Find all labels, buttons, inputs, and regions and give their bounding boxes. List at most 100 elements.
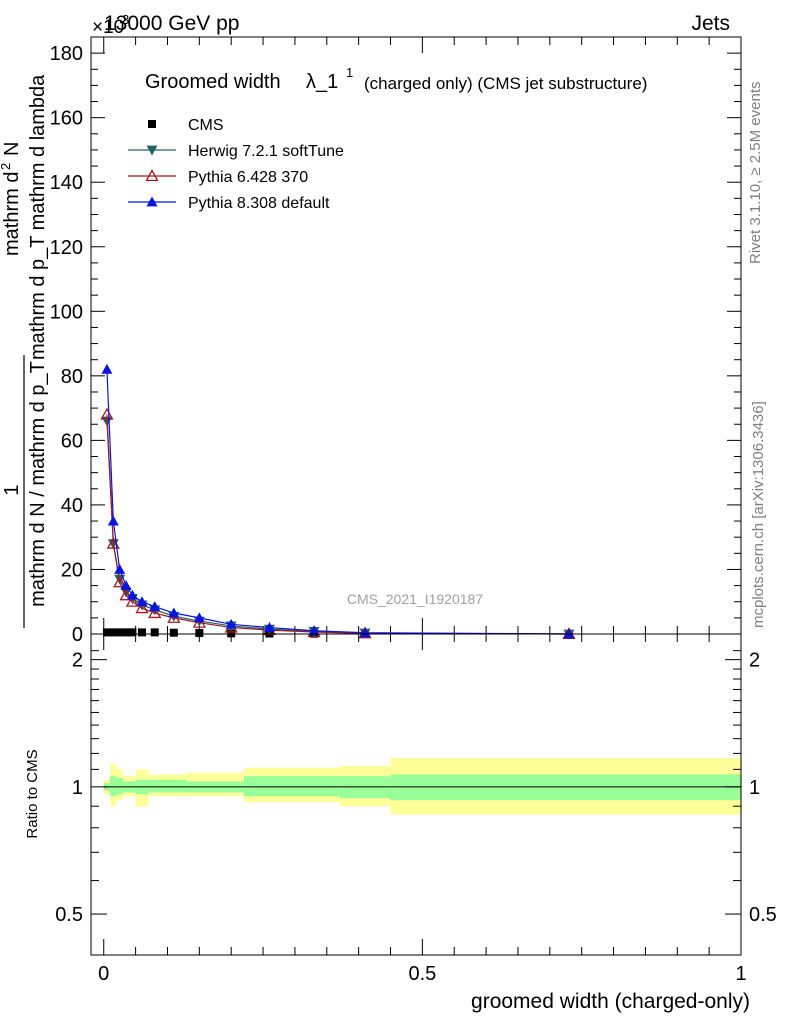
watermark: CMS_2021_I1920187: [347, 591, 483, 607]
ratio-plot-frame: [90, 633, 742, 956]
main-y-tick-label: 0: [72, 624, 83, 646]
data-point: [150, 628, 159, 637]
legend-item: Pythia 6.428 370: [128, 169, 308, 186]
ratio-y-label: Ratio to CMS: [24, 749, 41, 838]
ylabel-den: mathrm d p_T mathrm d lambda: [27, 74, 49, 360]
ratio-inner-band-bin: [243, 776, 340, 797]
ylabel-num-2: N: [1, 142, 23, 156]
ratio-inner-band-bin: [116, 777, 123, 795]
ratio-y-tick-label: 1: [72, 777, 83, 799]
legend-item: Herwig 7.2.1 softTune: [128, 143, 344, 160]
main-x-ticks: [103, 37, 742, 634]
main-plot-panel: 0 20 40 60 80 100 120 140 160 180 CMS_2021_I19201…: [50, 36, 742, 646]
ratio-bands: [103, 758, 741, 815]
y-axis-label: 1 mathrm d N / mathrm d p_T mathrm d 2 N…: [0, 74, 49, 628]
data-point: [126, 589, 138, 600]
data-point: [120, 580, 132, 590]
data-point: [125, 594, 140, 607]
data-point: [263, 622, 275, 632]
header-left: 13000 GeV pp: [104, 12, 239, 35]
data-point: [136, 596, 148, 607]
legend-label: CMS: [188, 117, 224, 134]
data-point: [359, 627, 371, 638]
legend-label: Herwig 7.2.1 softTune: [188, 143, 344, 160]
series-line: [106, 414, 569, 635]
series-line: [106, 369, 569, 635]
plot-title: Groomed width λ_1 1 (charged only) (CMS …: [145, 65, 647, 93]
main-y-tick-label: 180: [50, 43, 83, 65]
main-y-tick-label: 160: [50, 108, 83, 130]
x-axis-label: groomed width (charged-only): [471, 990, 750, 1013]
data-point: [113, 575, 127, 588]
data-point: [101, 363, 113, 374]
ylabel-prefix-den: mathrm d N / mathrm d p_T: [27, 361, 49, 607]
header-right: Jets: [691, 12, 730, 35]
data-point: [148, 606, 162, 619]
ylabel-num-1: mathrm d: [1, 172, 23, 256]
ratio-inner-band-bin: [148, 779, 187, 793]
legend-label: Pythia 8.308 default: [188, 195, 330, 212]
x-tick-label: 0.5: [408, 963, 436, 985]
series-1: [101, 416, 575, 640]
ratio-plot-panel: 0.5 0.51 12 2 0 0.5 1 Ratio to CMS: [24, 633, 777, 985]
ratio-y-tick-label-right: 0.5: [749, 904, 777, 926]
data-point: [308, 625, 320, 636]
data-point: [563, 628, 575, 639]
data-point: [115, 628, 124, 637]
ratio-y-tick-label: 2: [72, 650, 83, 672]
legend: CMS Herwig 7.2.1 softTune Pythia 6.428 370…: [128, 117, 344, 212]
legend-marker: [146, 145, 158, 156]
main-y-tick-label: 100: [50, 301, 83, 323]
y-exponent: ×10: [92, 17, 124, 38]
data-point: [169, 628, 178, 637]
ratio-y-tick-label-right: 2: [749, 650, 760, 672]
legend-label: Pythia 6.428 370: [188, 169, 308, 186]
data-point: [109, 628, 118, 637]
data-point: [119, 588, 133, 601]
data-point: [102, 628, 111, 637]
title-suffix: (charged only) (CMS jet substructure): [364, 74, 647, 93]
legend-marker: [145, 169, 159, 182]
rivet-label: Rivet 3.1.10, ≥ 2.5M events: [747, 82, 764, 265]
data-point: [137, 628, 146, 637]
x-tick-label: 0: [98, 963, 109, 985]
ratio-y-tick-label: 0.5: [55, 904, 83, 926]
legend-marker: [148, 120, 156, 128]
main-y-ticks: 0 20 40 60 80 100 120 140 160 180: [50, 36, 741, 646]
legend-item: CMS: [148, 117, 224, 134]
mcplots-label: mcplots.cern.ch [arXiv:1306.3436]: [750, 401, 767, 628]
title-sup: 1: [346, 65, 353, 80]
data-point: [149, 601, 161, 611]
y-exponent-power: 3: [122, 12, 129, 27]
title-text: Groomed width: [145, 71, 281, 93]
data-point: [122, 628, 131, 637]
data-point: [128, 628, 137, 637]
main-y-tick-label: 20: [61, 559, 83, 581]
data-point: [135, 601, 149, 614]
series-line: [106, 420, 569, 635]
title-symbol: λ_1: [306, 71, 338, 93]
data-point: [107, 515, 119, 526]
legend-item: Pythia 8.308 default: [128, 195, 330, 212]
data-point: [114, 563, 126, 574]
ratio-inner-band-bin: [110, 776, 117, 797]
ratio-y-tick-label-right: 1: [749, 777, 760, 799]
data-point: [193, 612, 205, 623]
series-2: [100, 407, 576, 640]
data-point: [227, 629, 236, 638]
ratio-y-ticks: 0.5 0.5 1 1 2 2: [55, 650, 777, 926]
main-y-tick-label: 120: [50, 237, 83, 259]
legend-marker: [146, 196, 158, 207]
main-y-tick-label: 80: [61, 366, 83, 388]
main-series: [100, 363, 576, 640]
data-point: [225, 618, 237, 629]
main-y-tick-label: 40: [61, 495, 83, 517]
x-tick-label: 1: [735, 963, 746, 985]
series-3: [101, 363, 575, 639]
main-y-tick-label: 60: [61, 430, 83, 452]
data-point: [195, 629, 204, 638]
data-point: [168, 607, 180, 618]
main-y-tick-label: 140: [50, 172, 83, 194]
ratio-x-ticks: 0 0.5 1: [98, 634, 747, 985]
